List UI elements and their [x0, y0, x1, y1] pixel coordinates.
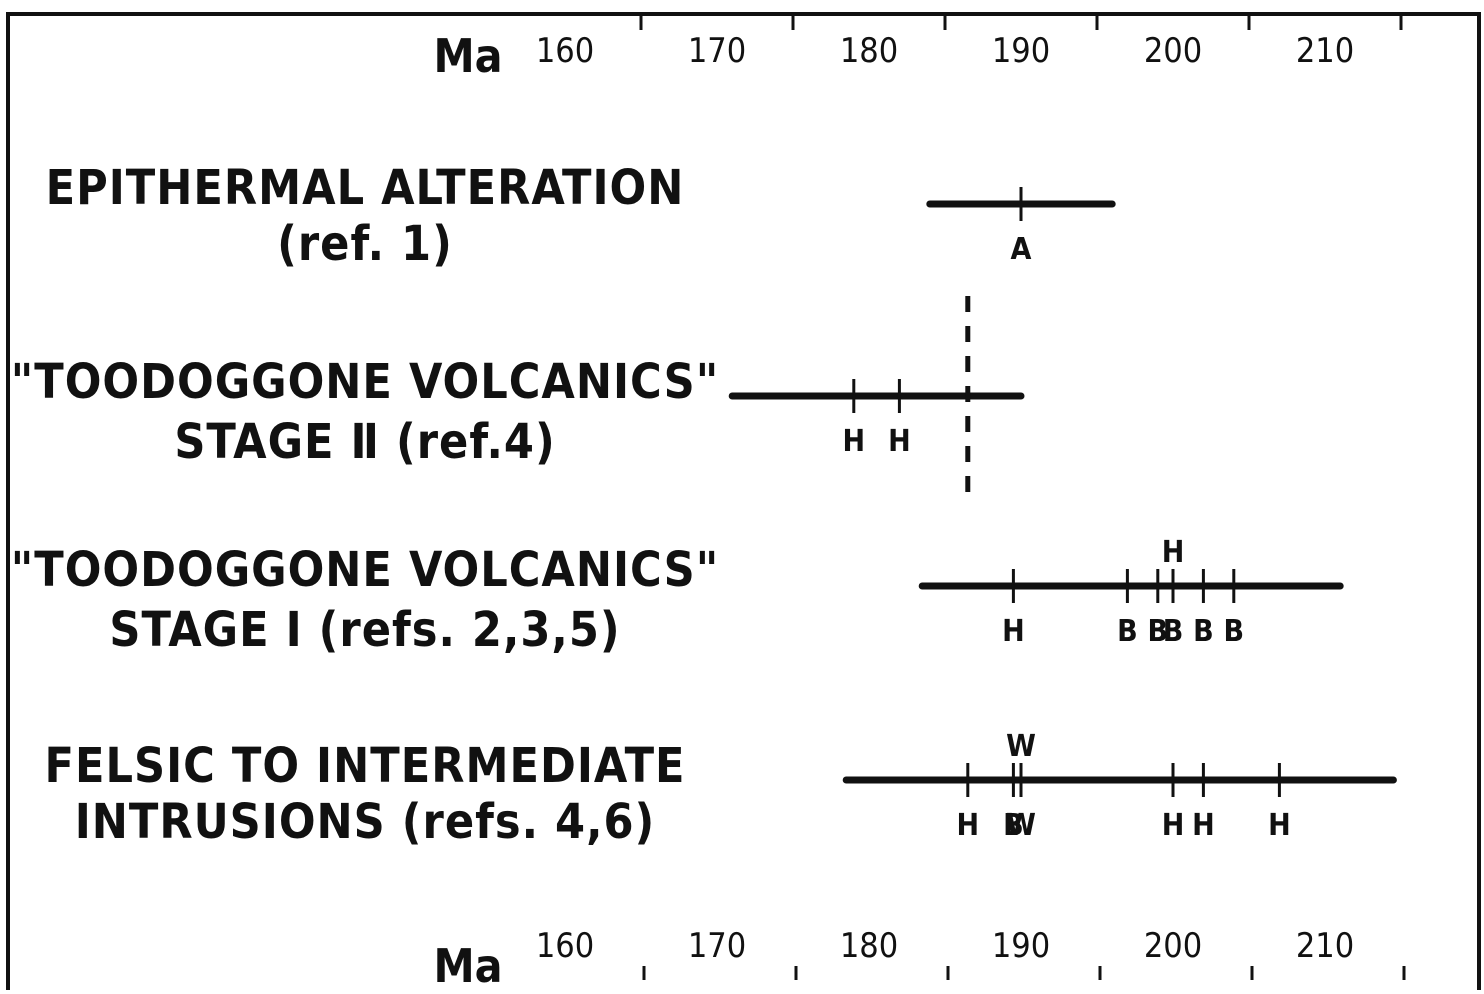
- method-label-below: A: [1011, 232, 1032, 267]
- method-label-below: B: [1003, 808, 1024, 843]
- row-label-line: EPITHERMAL ALTERATION: [46, 160, 685, 216]
- tick-label-bottom: 190: [992, 926, 1050, 966]
- age-row: A: [926, 187, 1116, 267]
- method-label-above: H: [1162, 535, 1185, 570]
- row-labels: EPITHERMAL ALTERATION(ref. 1) "TOODOGGONE…: [11, 160, 719, 850]
- tick-label-top: 200: [1144, 31, 1202, 71]
- method-label-below: B: [1163, 614, 1184, 649]
- method-label-below: B: [1117, 614, 1138, 649]
- axis-unit-top: Ma: [433, 29, 502, 83]
- method-label-below: H: [1268, 808, 1291, 843]
- method-label-above: W: [1006, 729, 1036, 764]
- row-label-line: INTRUSIONS (refs. 4,6): [75, 794, 656, 850]
- method-label-below: B: [1193, 614, 1214, 649]
- tick-label-bottom: 200: [1144, 926, 1202, 966]
- row-label-line: "TOODOGGONE VOLCANICS": [11, 542, 719, 598]
- method-label-below: H: [1002, 614, 1025, 649]
- tick-label-top: 170: [688, 31, 746, 71]
- method-label-below: B: [1224, 614, 1245, 649]
- method-label-below: H: [957, 808, 980, 843]
- tick-label-top: 180: [840, 31, 898, 71]
- row-label-line: STAGE Ⅱ (ref.4): [174, 414, 555, 470]
- method-label-below: H: [843, 424, 866, 459]
- method-label-below: H: [1162, 808, 1185, 843]
- row-label-line: "TOODOGGONE VOLCANICS": [11, 354, 719, 410]
- tick-label-bottom: 160: [536, 926, 594, 966]
- method-label-below: H: [888, 424, 911, 459]
- axis-unit-bottom: Ma: [433, 939, 502, 990]
- tick-label-top: 210: [1296, 31, 1354, 71]
- method-label-below: H: [1192, 808, 1215, 843]
- axis-layer: Ma 160 170 180 190 200 210 Ma 160 170 180 190 200 210: [433, 16, 1406, 993]
- method-label-below: W: [1006, 808, 1036, 843]
- tick-label-top: 160: [536, 31, 594, 71]
- chart-frame: [6, 12, 1481, 994]
- tick-label-bottom: 210: [1296, 926, 1354, 966]
- row-label-line: (ref. 1): [277, 216, 453, 272]
- method-label-below: B: [1148, 614, 1169, 649]
- row-label-line: STAGE Ⅰ (refs. 2,3,5): [109, 602, 620, 658]
- row-label-line: FELSIC TO INTERMEDIATE: [44, 738, 685, 794]
- tick-label-bottom: 170: [688, 926, 746, 966]
- tick-label-bottom: 180: [840, 926, 898, 966]
- tick-label-top: 190: [992, 31, 1050, 71]
